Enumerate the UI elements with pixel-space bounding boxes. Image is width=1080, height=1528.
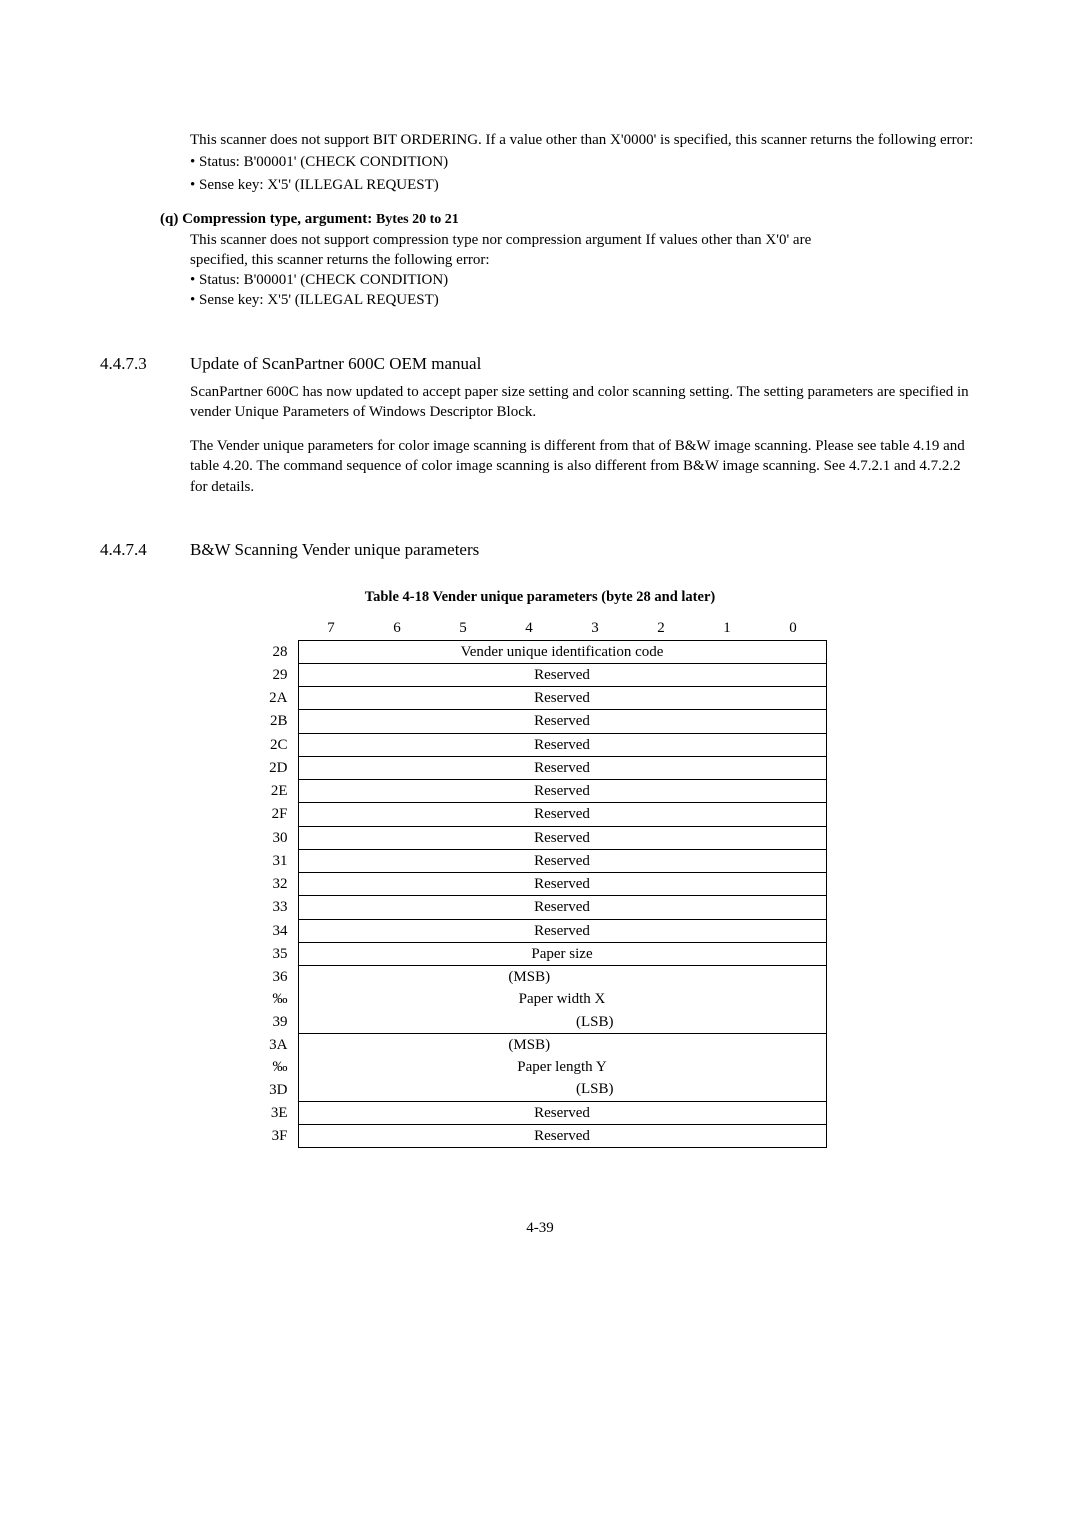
bit-4: 4 [496, 617, 562, 640]
table-row: 33Reserved [254, 896, 827, 919]
section-4-4-7-3-head: 4.4.7.3 Update of ScanPartner 600C OEM m… [100, 353, 980, 376]
table-row: 2BReserved [254, 710, 827, 733]
section-title: B&W Scanning Vender unique parameters [190, 539, 479, 562]
table-row: 29Reserved [254, 663, 827, 686]
section-4-4-7-4-head: 4.4.7.4 B&W Scanning Vender unique param… [100, 539, 980, 562]
bit-ordering-para: This scanner does not support BIT ORDERI… [190, 130, 980, 150]
q-bullet1: • Status: B'00001' (CHECK CONDITION) [190, 270, 980, 290]
table-row: 32Reserved [254, 873, 827, 896]
table-row: 28Vender unique identification code [254, 640, 827, 663]
table-row: 34Reserved [254, 919, 827, 942]
q-line2: specified, this scanner returns the foll… [190, 250, 980, 270]
table-row-lsb: 3D (LSB) [254, 1078, 827, 1101]
table-row: 35Paper size [254, 942, 827, 965]
bit-0: 0 [760, 617, 826, 640]
section-number: 4.4.7.3 [100, 353, 190, 376]
table-row: 3EReserved [254, 1101, 827, 1124]
bit-6: 6 [364, 617, 430, 640]
table-row: 3FReserved [254, 1124, 827, 1147]
page-number: 4-39 [100, 1218, 980, 1238]
table-row: 31Reserved [254, 849, 827, 872]
table-row-msb: 36 (MSB) [254, 966, 827, 989]
q-label: (q) Compression type, argument: [160, 211, 376, 227]
table-row: 2CReserved [254, 733, 827, 756]
bit-5: 5 [430, 617, 496, 640]
section-4-4-7-3-body: ScanPartner 600C has now updated to acce… [190, 382, 980, 497]
bit-7: 7 [298, 617, 364, 640]
sense-key-bullet: • Sense key: X'5' (ILLEGAL REQUEST) [190, 175, 980, 195]
table-row-mid: ‰ Paper length Y [254, 1056, 827, 1078]
table-row-msb: 3A (MSB) [254, 1033, 827, 1056]
bit-2: 2 [628, 617, 694, 640]
table-row-mid: ‰ Paper width X [254, 988, 827, 1010]
table-caption: Table 4-18 Vender unique parameters (byt… [100, 588, 980, 608]
bit-3: 3 [562, 617, 628, 640]
table-row: 2AReserved [254, 687, 827, 710]
section-q: (q) Compression type, argument: Bytes 20… [100, 209, 980, 311]
table-row: 2FReserved [254, 803, 827, 826]
q-line1: This scanner does not support compressio… [190, 230, 980, 250]
bit-header-row: 7 6 5 4 3 2 1 0 [254, 617, 827, 640]
section-title: Update of ScanPartner 600C OEM manual [190, 353, 481, 376]
section-number: 4.4.7.4 [100, 539, 190, 562]
status-bullet: • Status: B'00001' (CHECK CONDITION) [190, 152, 980, 172]
s4473-p1: ScanPartner 600C has now updated to acce… [190, 382, 980, 423]
table-row: 2DReserved [254, 756, 827, 779]
vender-params-table: 7 6 5 4 3 2 1 0 28Vender unique identifi… [254, 617, 827, 1148]
q-bytes: Bytes 20 to 21 [376, 212, 459, 227]
s4473-p2: The Vender unique parameters for color i… [190, 436, 980, 497]
table-row-lsb: 39 (LSB) [254, 1011, 827, 1034]
table-row: 30Reserved [254, 826, 827, 849]
bit-1: 1 [694, 617, 760, 640]
table-row: 2EReserved [254, 780, 827, 803]
q-bullet2: • Sense key: X'5' (ILLEGAL REQUEST) [190, 290, 980, 310]
